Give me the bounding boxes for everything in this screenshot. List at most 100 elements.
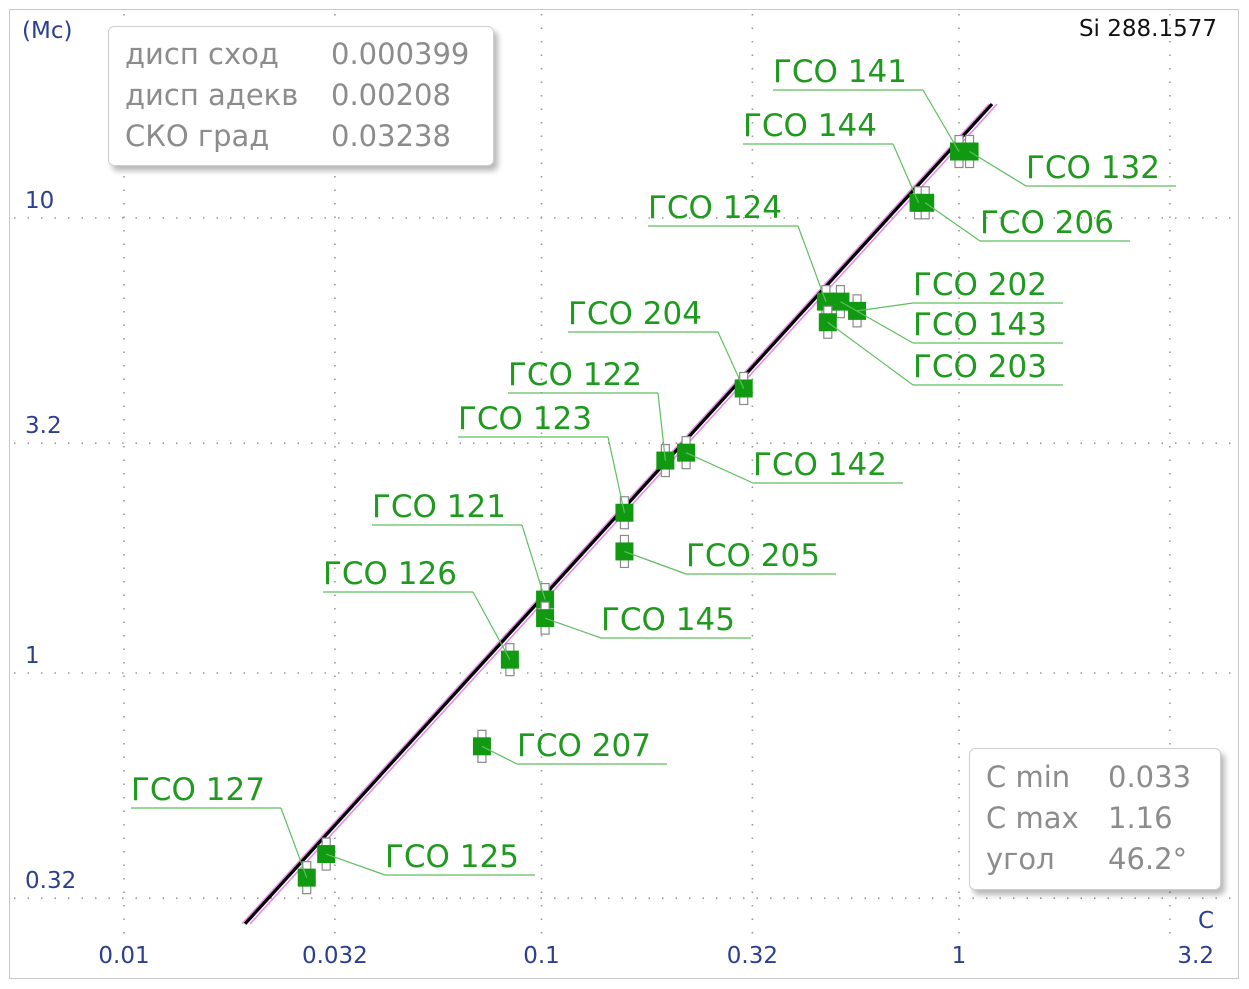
label-leader (657, 392, 666, 461)
replicate-marker (505, 667, 515, 677)
x-tick-label: 1 (952, 943, 967, 969)
label-leader (924, 202, 981, 242)
replicate-marker (739, 395, 749, 406)
label-leader (624, 550, 687, 575)
stat-row: СКО град 0.03238 (125, 116, 469, 157)
replicate-marker (964, 158, 975, 169)
label-leader (280, 807, 308, 878)
replicate-marker (823, 305, 833, 315)
point-label: ГСО 206 (980, 205, 1114, 241)
point-label: ГСО 207 (517, 728, 651, 764)
point-label: ГСО 122 (508, 357, 642, 393)
fit-statistics-panel: дисп сход 0.000399 дисп адекв 0.00208 СКО … (108, 26, 494, 166)
replicate-marker (619, 558, 630, 569)
range-row: угол 46.2° (986, 839, 1191, 880)
replicate-marker (823, 329, 833, 339)
y-tick-label: 10 (25, 188, 54, 214)
point-label: ГСО 124 (648, 190, 782, 226)
range-panel: C min 0.033 C max 1.16 угол 46.2° (969, 748, 1221, 890)
stat-row: дисп адекв 0.00208 (125, 75, 469, 116)
label-leader (892, 143, 920, 204)
replicate-marker (852, 318, 862, 328)
label-leader (717, 331, 745, 389)
point-label: ГСО 121 (372, 489, 506, 525)
label-leader (856, 302, 914, 312)
x-axis-label: C (1198, 908, 1214, 934)
replicate-marker (619, 534, 630, 545)
label-leader (481, 745, 518, 765)
replicate-marker (505, 643, 515, 653)
replicate-marker (835, 309, 846, 319)
replicate-marker (477, 729, 487, 739)
range-value: 1.16 (1108, 801, 1173, 835)
replicate-marker (920, 210, 930, 220)
point-label: ГСО 126 (323, 556, 457, 592)
stat-value: 0.03238 (331, 119, 451, 153)
y-tick-label: 1 (25, 643, 40, 669)
replicate-marker (954, 158, 964, 169)
range-key: C max (986, 801, 1079, 835)
label-leader (472, 591, 511, 660)
replicate-marker (321, 861, 331, 871)
label-leader (797, 225, 827, 302)
range-value: 0.033 (1108, 760, 1192, 794)
label-leader (922, 89, 960, 152)
point-label: ГСО 141 (773, 54, 907, 90)
point-label: ГСО 203 (913, 349, 1047, 385)
replicate-marker (835, 285, 846, 295)
range-key: угол (986, 842, 1055, 876)
replicate-marker (540, 625, 550, 635)
replicate-marker (302, 885, 312, 895)
grid (14, 14, 1234, 945)
replicate-marker (920, 186, 930, 196)
x-tick-label: 0.32 (727, 943, 778, 969)
replicate-marker (964, 134, 975, 145)
y-tick-label: 3.2 (25, 413, 62, 439)
axis-ticks: 0.01 0.032 0.1 0.32 1 3.2 0.32 1 3.2 10 (25, 188, 1214, 969)
label-leader (685, 452, 754, 484)
point-label: ГСО 144 (743, 108, 877, 144)
x-tick-label: 3.2 (1177, 943, 1214, 969)
point-label: ГСО 145 (601, 602, 735, 638)
label-leader (607, 436, 626, 513)
label-leader (827, 321, 914, 386)
label-leader (325, 853, 386, 876)
point-label: ГСО 127 (131, 772, 265, 808)
stat-key: СКО град (125, 119, 270, 153)
chart-title: Si 288.1577 (1079, 16, 1217, 42)
x-tick-label: 0.032 (302, 943, 368, 969)
point-label: ГСО 143 (913, 307, 1047, 343)
y-tick-label: 0.32 (25, 868, 76, 894)
range-key: C min (986, 760, 1071, 794)
point-label: ГСО 205 (686, 538, 820, 574)
stat-key: дисп сход (125, 37, 279, 71)
replicate-marker (681, 460, 691, 470)
range-row: C min 0.033 (986, 757, 1191, 798)
range-row: C max 1.16 (986, 798, 1191, 839)
replicate-marker (954, 134, 964, 145)
replicate-marker (540, 601, 550, 611)
label-leader (544, 617, 602, 639)
x-tick-label: 0.1 (523, 943, 560, 969)
y-axis-label: (Mc) (22, 18, 72, 44)
replicate-marker (321, 837, 331, 847)
data-point (677, 436, 696, 470)
point-label: ГСО 202 (913, 267, 1047, 303)
point-label: ГСО 204 (568, 296, 702, 332)
stat-key: дисп адекв (125, 78, 299, 112)
range-value: 46.2° (1108, 842, 1188, 876)
data-points (297, 134, 979, 895)
point-label: ГСО 125 (385, 839, 519, 875)
replicate-marker (739, 371, 749, 382)
replicate-marker (681, 436, 691, 446)
point-label: ГСО 142 (753, 447, 887, 483)
point-label: ГСО 132 (1026, 150, 1160, 186)
label-leader (969, 150, 1027, 187)
x-tick-label: 0.01 (98, 943, 149, 969)
replicate-marker (660, 467, 670, 478)
stat-value: 0.00208 (331, 78, 451, 112)
label-leader (840, 301, 914, 344)
point-labels: ГСО 141 ГСО 132 ГСО 144 ГСО 206 ГСО 124 ГСО 2… (131, 54, 1176, 878)
point-label: ГСО 123 (458, 401, 592, 437)
